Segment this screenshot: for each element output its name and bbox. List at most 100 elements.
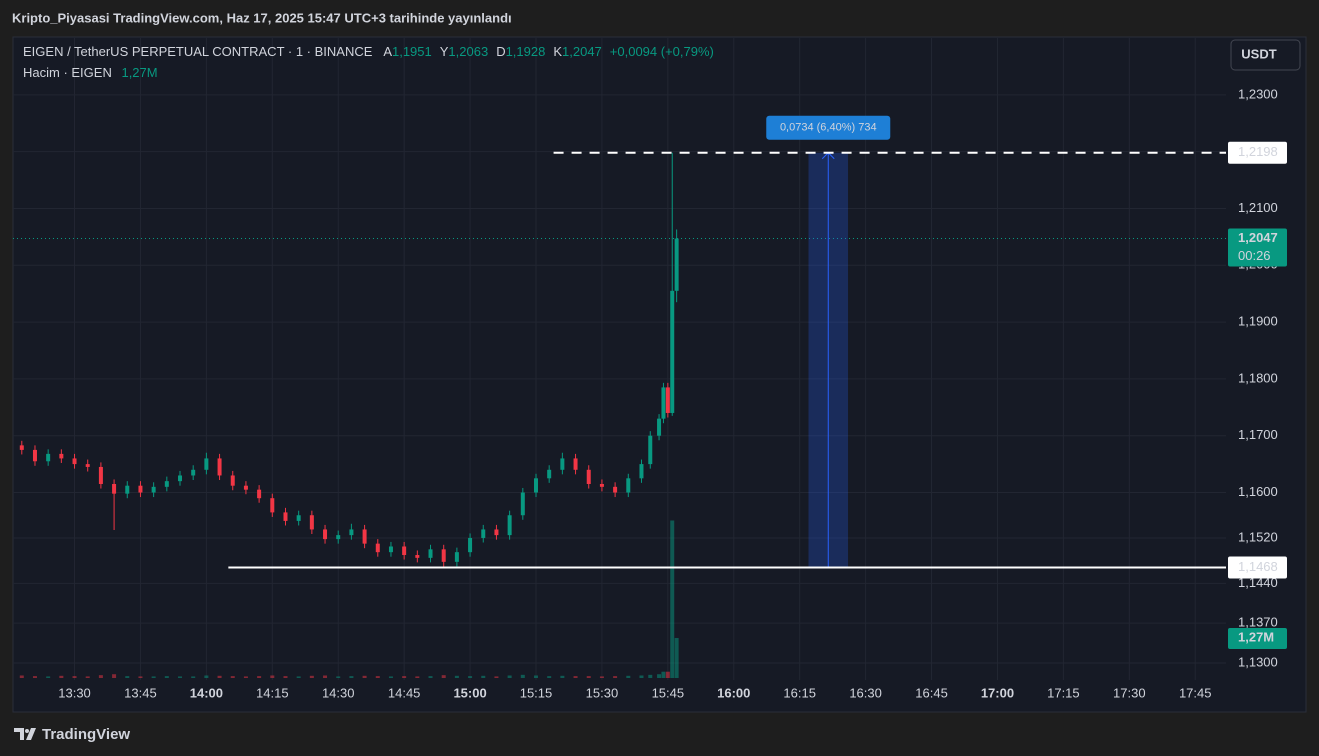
candle-body [164, 481, 169, 487]
measure-label-box [766, 115, 891, 140]
x-tick-label: 13:45 [124, 685, 157, 700]
chart-layer: 13:30 13:45 14:00 14:15 14:30 14:45 15:00 15:15… [13, 38, 1287, 700]
candle-body [665, 387, 670, 413]
volume-bar [362, 675, 367, 678]
volume-bar [613, 676, 618, 678]
candle-body [661, 387, 666, 419]
logo-mark [14, 728, 36, 740]
candle-body [349, 529, 354, 536]
candle-body [112, 483, 117, 494]
candle-body [639, 464, 644, 479]
y-tick-label: 1,2300 [1238, 86, 1278, 101]
candle-body [257, 489, 262, 499]
volume-bar [665, 671, 670, 678]
x-tick-label: 17:30 [1113, 685, 1146, 700]
volume-bar [283, 676, 288, 678]
candle-body [178, 475, 183, 482]
volume-bar [164, 676, 169, 678]
legend-value: 1,1928 [506, 44, 546, 59]
legend-key: K [553, 44, 562, 59]
candle-body [46, 453, 51, 462]
logo [14, 728, 36, 740]
brand: TradingView [42, 726, 130, 743]
x-tick-label: 14:30 [322, 685, 355, 700]
volume-bar [533, 675, 538, 678]
y-tick-label: 1,1370 [1238, 615, 1278, 630]
candle-body [217, 458, 222, 476]
volume-bar [375, 676, 380, 678]
measure-label: 0,0734 (6,40%) 734 [780, 122, 877, 134]
candle-body [560, 458, 565, 470]
volume-bar [626, 675, 631, 678]
candle-body [428, 549, 433, 558]
candle-body [388, 546, 393, 553]
volume-bar [125, 676, 130, 678]
y-tick-label: 1,2100 [1238, 200, 1278, 215]
volume-bar [151, 676, 156, 678]
logo-dot [25, 729, 29, 733]
candle-body [309, 515, 314, 530]
legend-value: 1,1951 [392, 44, 432, 59]
candle-body [441, 549, 446, 562]
y-tick-label: 1,1600 [1238, 484, 1278, 499]
volume-bar [661, 671, 666, 678]
candle-body [59, 453, 64, 459]
volume-bar [85, 676, 90, 678]
volume-bar [217, 675, 222, 678]
page-title: Kripto_Piyasasi TradingView.com, Haz 17,… [12, 10, 512, 25]
volume-bar [507, 675, 512, 678]
x-tick-label: 16:00 [717, 685, 750, 700]
legend-value: 1,2047 [562, 44, 602, 59]
volume-bar [270, 675, 275, 678]
candle-body [494, 529, 499, 536]
candle-body [125, 485, 130, 494]
candle-body [191, 469, 196, 476]
x-tick-label: 15:30 [586, 685, 619, 700]
volume-bar [481, 675, 486, 678]
x-tick-label: 16:15 [783, 685, 816, 700]
legend-key: A [383, 44, 392, 59]
last-price-label: 1,2047 [1238, 230, 1278, 245]
x-tick-label: 13:30 [58, 685, 91, 700]
x-tick-label: 17:15 [1047, 685, 1080, 700]
symbol: EIGEN / TetherUS PERPETUAL CONTRACT · 1 … [23, 44, 373, 59]
volume-bar [243, 676, 248, 678]
volume-bar [309, 675, 314, 678]
legend-key: D [496, 44, 505, 59]
candle-body [85, 464, 90, 467]
candle-body [98, 466, 103, 484]
x-tick-label: 14:45 [388, 685, 421, 700]
currency-button[interactable] [1230, 39, 1301, 71]
candle-body [270, 498, 275, 513]
volume-bar [428, 676, 433, 678]
candle-body [468, 537, 473, 553]
candle-body [283, 512, 288, 521]
volume-label: 1,27M [1238, 629, 1274, 644]
volume-label-box [1228, 627, 1287, 649]
candle-body [520, 492, 525, 516]
volume-bar [98, 675, 103, 678]
x-tick-label: 15:45 [652, 685, 685, 700]
candle-body [296, 515, 301, 521]
volume-bar [191, 676, 196, 678]
x-tick-label: 17:45 [1179, 685, 1212, 700]
candle-body [138, 485, 143, 493]
price-label-box [1228, 141, 1287, 164]
candle-body [613, 486, 618, 493]
volume-bar [257, 676, 262, 678]
volume-bar [349, 676, 354, 678]
x-tick-label: 14:00 [190, 685, 223, 700]
volume-bar [296, 676, 301, 678]
candle-body [402, 546, 407, 556]
volume-bar [19, 675, 24, 678]
volume-bar [573, 676, 578, 678]
volume-bar [674, 637, 679, 678]
volume-bar [586, 676, 591, 678]
volume-bar [454, 675, 459, 678]
currency-label[interactable]: USDT [1241, 46, 1276, 61]
chart-panel [12, 36, 1307, 713]
volume-bar [520, 674, 525, 678]
y-tick-label: 1,1520 [1238, 529, 1278, 544]
candle-body [533, 478, 538, 493]
